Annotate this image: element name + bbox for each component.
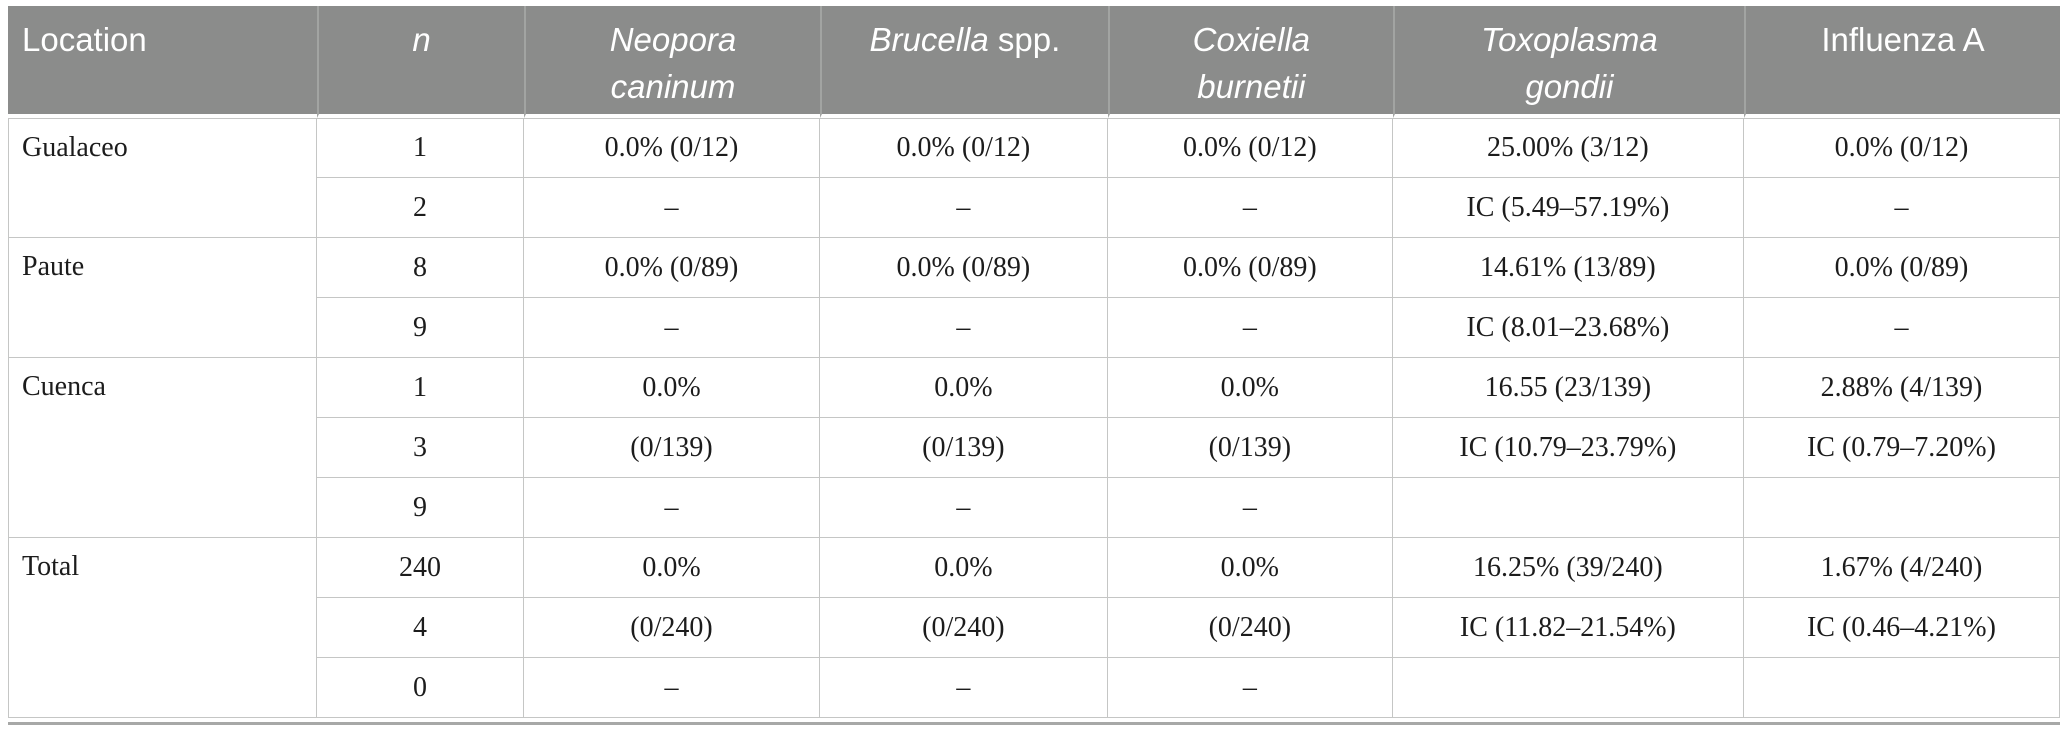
value-cell: – bbox=[1107, 658, 1393, 718]
n-cell: 2 bbox=[317, 178, 525, 238]
column-header-location: Location bbox=[8, 6, 318, 118]
value-cell: 0.0% (0/89) bbox=[524, 238, 820, 298]
n-cell: 4 bbox=[317, 598, 525, 658]
value-cell: IC (0.79–7.20%) bbox=[1743, 418, 2060, 478]
table-row: Cuenca 1 0.0% 0.0% 0.0% 16.55 (23/139) 2.88% (… bbox=[8, 358, 2060, 538]
species-name: Coxiella burnetii bbox=[1192, 21, 1311, 105]
table-row: 9– – – bbox=[8, 478, 2060, 538]
value-cell: 0.0% (0/12) bbox=[1743, 118, 2060, 178]
value-cell: 2.88% (4/139) bbox=[1743, 358, 2060, 418]
table-row: 4 (0/240) (0/240) (0/240) IC (11.82–21.54%) I… bbox=[8, 598, 2060, 658]
location-cell: Paute bbox=[8, 238, 318, 358]
value-cell bbox=[1743, 478, 2060, 538]
value-cell: 0.0% bbox=[524, 358, 820, 418]
column-header-neopora-caninum: Neopora caninum bbox=[524, 6, 820, 118]
n-cell: 0 bbox=[317, 658, 525, 718]
value-cell: (0/139) bbox=[1107, 418, 1393, 478]
value-cell: 0.0% (0/12) bbox=[524, 118, 820, 178]
value-cell: IC (11.82–21.54%) bbox=[1392, 598, 1744, 658]
value-cell: 0.0% (0/89) bbox=[819, 238, 1108, 298]
species-suffix: spp. bbox=[988, 21, 1061, 58]
species-name: Neopora caninum bbox=[609, 21, 737, 105]
table-row: Gualaceo 1 0.0% (0/12) 0.0% (0/12) 0.0% (0/1… bbox=[8, 118, 2060, 238]
value-cell: IC (5.49–57.19%) bbox=[1392, 178, 1744, 238]
prevalence-table: Location n Neopora caninum Brucella spp. Cox… bbox=[8, 6, 2060, 718]
column-header-n: n bbox=[317, 6, 525, 118]
table-row: Total 240 0.0% 0.0% 0.0% 16.25% (39/240) 1.67%… bbox=[8, 538, 2060, 718]
value-cell: 0.0% (0/12) bbox=[819, 118, 1108, 178]
column-header-brucella-spp: Brucella spp. bbox=[819, 6, 1108, 118]
value-cell bbox=[1743, 658, 2060, 718]
value-cell: – bbox=[524, 658, 820, 718]
value-cell: – bbox=[1107, 178, 1393, 238]
value-cell: 25.00% (3/12) bbox=[1392, 118, 1744, 178]
value-cell: (0/139) bbox=[819, 418, 1108, 478]
value-cell: (0/139) bbox=[524, 418, 820, 478]
value-cell: (0/240) bbox=[1107, 598, 1393, 658]
value-cell: – bbox=[524, 178, 820, 238]
table-bottom-rule bbox=[8, 722, 2060, 725]
n-cell: 1 bbox=[317, 118, 525, 178]
column-header-coxiella-burnetii: Coxiella burnetii bbox=[1107, 6, 1393, 118]
table-row: 2– – – IC (5.49–57.19%) – bbox=[8, 178, 2060, 238]
prevalence-table-wrap: Location n Neopora caninum Brucella spp. Cox… bbox=[8, 6, 2060, 725]
value-cell bbox=[1392, 478, 1744, 538]
value-cell: – bbox=[524, 478, 820, 538]
value-cell: – bbox=[819, 298, 1108, 358]
value-cell: 16.55 (23/139) bbox=[1392, 358, 1744, 418]
table-row: 0– – – bbox=[8, 658, 2060, 718]
table-row: 3 (0/139) (0/139) (0/139) IC (10.79–23.79%) I… bbox=[8, 418, 2060, 478]
value-cell: 0.0% (0/89) bbox=[1743, 238, 2060, 298]
value-cell: IC (10.79–23.79%) bbox=[1392, 418, 1744, 478]
value-cell: 0.0% bbox=[1107, 358, 1393, 418]
n-cell: 1 bbox=[317, 358, 525, 418]
value-cell: – bbox=[819, 478, 1108, 538]
table-row: 9– – – IC (8.01–23.68%) – bbox=[8, 298, 2060, 358]
header-row: Location n Neopora caninum Brucella spp. Cox… bbox=[8, 6, 2060, 118]
value-cell: 0.0% bbox=[524, 538, 820, 598]
value-cell: 14.61% (13/89) bbox=[1392, 238, 1744, 298]
value-cell: – bbox=[1107, 478, 1393, 538]
value-cell: 16.25% (39/240) bbox=[1392, 538, 1744, 598]
value-cell: 0.0% (0/12) bbox=[1107, 118, 1393, 178]
n-cell: 240 bbox=[317, 538, 525, 598]
value-cell: – bbox=[819, 178, 1108, 238]
n-cell: 9 bbox=[317, 478, 525, 538]
location-cell: Total bbox=[8, 538, 318, 718]
value-cell: 0.0% (0/89) bbox=[1107, 238, 1393, 298]
value-cell bbox=[1392, 658, 1744, 718]
location-cell: Cuenca bbox=[8, 358, 318, 538]
species-name: Brucella bbox=[869, 21, 989, 58]
value-cell: 0.0% bbox=[1107, 538, 1393, 598]
value-cell: – bbox=[524, 298, 820, 358]
value-cell: – bbox=[1743, 178, 2060, 238]
value-cell: – bbox=[819, 658, 1108, 718]
location-cell: Gualaceo bbox=[8, 118, 318, 238]
table-row: Paute 8 0.0% (0/89) 0.0% (0/89) 0.0% (0/89) 1… bbox=[8, 238, 2060, 358]
n-cell: 8 bbox=[317, 238, 525, 298]
value-cell: (0/240) bbox=[524, 598, 820, 658]
column-header-toxoplasma-gondii: Toxoplasma gondii bbox=[1392, 6, 1744, 118]
value-cell: 0.0% bbox=[819, 358, 1108, 418]
species-name: n bbox=[412, 21, 431, 58]
species-name: Toxoplasma gondii bbox=[1481, 21, 1658, 105]
table-body: Gualaceo 1 0.0% (0/12) 0.0% (0/12) 0.0% (0/1… bbox=[8, 118, 2060, 718]
value-cell: – bbox=[1107, 298, 1393, 358]
value-cell: IC (8.01–23.68%) bbox=[1392, 298, 1744, 358]
value-cell: IC (0.46–4.21%) bbox=[1743, 598, 2060, 658]
column-header-influenza-a: Influenza A bbox=[1743, 6, 2060, 118]
n-cell: 3 bbox=[317, 418, 525, 478]
n-cell: 9 bbox=[317, 298, 525, 358]
value-cell: 0.0% bbox=[819, 538, 1108, 598]
table-header: Location n Neopora caninum Brucella spp. Cox… bbox=[8, 6, 2060, 118]
value-cell: (0/240) bbox=[819, 598, 1108, 658]
value-cell: 1.67% (4/240) bbox=[1743, 538, 2060, 598]
value-cell: – bbox=[1743, 298, 2060, 358]
